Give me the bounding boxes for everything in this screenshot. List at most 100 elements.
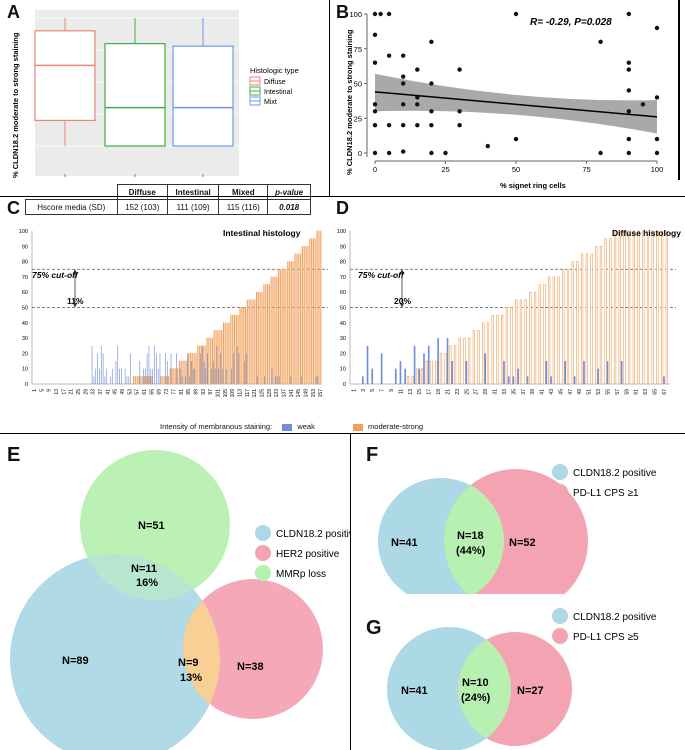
bar-moderate-strong (143, 376, 146, 385)
legend-pdl1: PD-L1 CPS ≥5 (573, 632, 639, 643)
x-axis-label: % signet ring cells (500, 181, 566, 190)
arrow-head (72, 302, 78, 308)
data-point (386, 123, 392, 128)
data-point (654, 25, 660, 31)
bar-moderate-strong (309, 238, 311, 385)
bar-moderate-strong (241, 307, 243, 385)
bar-moderate-strong (425, 360, 428, 385)
data-point (429, 123, 434, 128)
x-tick-label: 13 (54, 389, 60, 395)
bar-moderate-strong (206, 337, 208, 385)
data-point (513, 11, 519, 17)
x-tick-label: 45 (113, 389, 119, 395)
x-tick-label: 73 (164, 389, 170, 395)
venn-label-mid-n: N=10 (462, 677, 489, 689)
bar-weak (165, 353, 166, 384)
bar-moderate-strong (486, 322, 490, 385)
bar-moderate-strong (316, 230, 318, 385)
x-tick-label: 47 (568, 389, 574, 395)
bar-moderate-strong (210, 337, 212, 385)
bar-weak (99, 368, 100, 384)
bar-moderate-strong (305, 245, 307, 385)
bar-moderate-strong (580, 253, 584, 385)
bar-moderate-strong (195, 353, 197, 385)
legend-pdl1: PD-L1 CPS ≥1 (573, 488, 639, 499)
bar-weak (233, 353, 234, 384)
x-tick-label: 81 (179, 389, 185, 395)
y-tick-label: 80 (22, 260, 28, 266)
bar-weak (507, 376, 510, 384)
x-tick-label: 43 (549, 389, 555, 395)
data-point (640, 102, 646, 107)
x-tick-label: 129 (267, 389, 273, 398)
venn-label-her2: N=38 (237, 661, 264, 673)
bar-weak (207, 353, 209, 384)
bar-moderate-strong (244, 307, 247, 385)
x-tick-label: 63 (643, 389, 649, 395)
y-axis-label: % CLDN18.2 moderate to strong staining (11, 32, 20, 178)
bar-weak (394, 368, 397, 384)
bar-moderate-strong (250, 299, 252, 385)
bar-moderate-strong (277, 268, 280, 385)
x-tick-label: 51 (587, 389, 593, 395)
data-point (415, 67, 420, 72)
y-tick-label: 30 (22, 336, 28, 342)
x-tick-label: 0 (373, 165, 377, 174)
x-tick-label: 27 (474, 389, 480, 395)
y-tick-label: 0 (343, 382, 346, 388)
venn-label-cldn: N=89 (62, 655, 89, 667)
data-point (443, 150, 448, 156)
bar-weak (451, 361, 454, 384)
bar-weak (245, 353, 247, 384)
y-tick-label: 40 (22, 321, 28, 327)
bar-weak (126, 376, 128, 384)
bar-weak (413, 345, 416, 384)
data-point (626, 88, 631, 93)
bar-weak (95, 368, 97, 384)
bar-moderate-strong (496, 314, 499, 385)
data-point (654, 150, 660, 156)
bar-weak (117, 345, 119, 384)
bar-moderate-strong (202, 345, 204, 385)
bar-weak (201, 345, 203, 384)
x-tick-label: 7 (380, 389, 386, 392)
data-point (415, 95, 420, 100)
x-tick-label: 133 (274, 389, 280, 398)
bar-weak (315, 376, 317, 384)
y-tick-label: 100 (349, 10, 362, 19)
bar-weak (317, 376, 319, 384)
bar-weak (181, 376, 183, 384)
venn-overlap-cldn-her2 (182, 600, 220, 705)
cutoff-label: 75% cut-off (32, 270, 79, 280)
bar-weak (220, 353, 221, 384)
y-tick-label: 90 (22, 244, 28, 250)
bar-moderate-strong (199, 345, 201, 385)
bar-moderate-strong (169, 368, 171, 385)
venn-label-right: N=27 (517, 685, 544, 697)
bar-moderate-strong (656, 230, 659, 385)
bar-moderate-strong (162, 376, 164, 385)
bar-weak (91, 345, 93, 384)
x-tick-label: 11 (398, 389, 404, 394)
bar-weak (597, 368, 599, 384)
venn-label-overlap-mmr-n: N=11 (131, 563, 157, 575)
bar-weak (187, 353, 188, 384)
bar-moderate-strong (213, 330, 215, 385)
data-point (457, 67, 462, 72)
x-tick-label: 13 (408, 389, 414, 395)
bar-moderate-strong (167, 376, 170, 385)
bar-moderate-strong (197, 345, 199, 385)
y-tick-label: 10 (22, 367, 28, 373)
bar-weak (130, 353, 131, 384)
bar-moderate-strong (288, 261, 291, 385)
y-tick-label: 80 (340, 260, 346, 266)
x-tick-label: 59 (624, 389, 630, 395)
bar-moderate-strong (204, 345, 206, 385)
bar-moderate-strong (576, 261, 579, 385)
x-tick-label: 65 (653, 389, 659, 395)
bar-moderate-strong (299, 253, 302, 385)
bar-weak (362, 376, 364, 384)
x-tick-label: 137 (282, 389, 288, 398)
bar-weak (277, 376, 278, 384)
